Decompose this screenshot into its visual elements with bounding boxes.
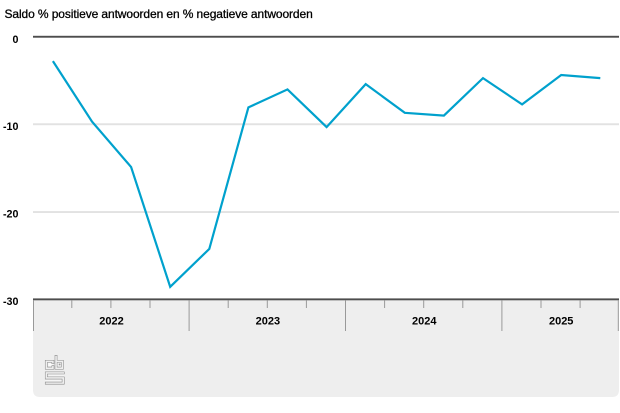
svg-text:0: 0 <box>12 34 18 46</box>
svg-text:-20: -20 <box>3 208 19 220</box>
svg-text:2024: 2024 <box>412 315 437 327</box>
svg-text:Saldo % positieve antwoorden e: Saldo % positieve antwoorden en % negati… <box>5 7 313 21</box>
svg-text:-10: -10 <box>3 121 19 133</box>
svg-text:2022: 2022 <box>99 315 123 327</box>
svg-text:-30: -30 <box>3 296 19 308</box>
svg-text:2023: 2023 <box>256 315 280 327</box>
svg-text:2025: 2025 <box>549 315 573 327</box>
